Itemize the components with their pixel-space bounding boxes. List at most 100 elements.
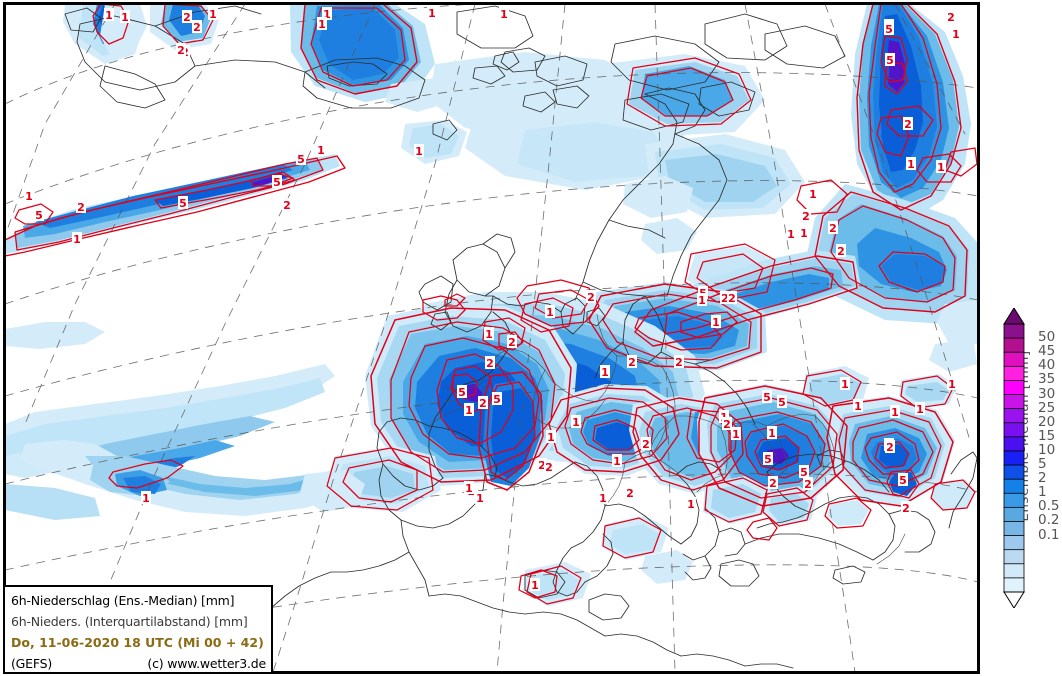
contour-label: 1	[787, 228, 795, 241]
colorbar-cell	[1003, 365, 1025, 382]
contour-label: 5	[886, 54, 894, 67]
contour-label-bg	[767, 426, 777, 439]
contour-label-bg	[853, 399, 863, 412]
contour-label-bg	[182, 10, 192, 23]
contour-label-bg	[612, 454, 622, 467]
contour-label: 2	[193, 21, 201, 34]
contour-label-bg	[906, 157, 916, 170]
contour-label: 1	[415, 145, 423, 158]
colorbar-cell	[1003, 563, 1025, 579]
colorbar-tick: 10	[1038, 441, 1056, 458]
contour-label-bg	[316, 143, 326, 156]
contour-label-bg	[711, 315, 721, 328]
colorbar-tick: 20	[1038, 413, 1056, 430]
contour-label: 1	[465, 482, 473, 495]
contour-label: 5	[899, 474, 907, 487]
contour-label-bg	[720, 291, 730, 304]
contour-label: 2	[829, 222, 837, 235]
contour-label: 1	[485, 328, 493, 341]
contour-label-bg	[727, 291, 737, 304]
contour-label-bg	[176, 43, 186, 56]
contour-label-bg	[768, 476, 778, 489]
contour-label: 1	[687, 498, 695, 511]
contour-label: 2	[728, 292, 736, 305]
colorbar-cell	[1003, 337, 1025, 354]
contour-label: 1	[732, 428, 740, 441]
colorbar-cell	[1003, 577, 1025, 593]
colorbar-cell	[1003, 394, 1025, 410]
contour-label: 5	[763, 391, 771, 404]
contour-label: 2	[902, 502, 910, 515]
contour-label: 1	[809, 188, 817, 201]
contour-label-bg	[947, 377, 957, 390]
contour-label-bg	[951, 27, 961, 40]
legend-line-median: 6h-Niederschlag (Ens.-Median) [mm]	[11, 593, 235, 608]
contour-label-bg	[571, 415, 581, 428]
contour-label-bg	[786, 227, 796, 240]
colorbar-cell	[1003, 464, 1025, 480]
contour-label: 5	[800, 466, 808, 479]
colorbar-tick: 25	[1038, 399, 1056, 416]
contour-label-bg	[208, 7, 218, 20]
colorbar-cell	[1003, 450, 1025, 466]
colorbar-cell	[1003, 422, 1025, 438]
lat-lon-grid	[5, 4, 978, 672]
contour-label: 1	[531, 579, 539, 592]
contour-label-bg	[627, 355, 637, 368]
contour-label-bg	[192, 20, 202, 33]
contour-label: 5	[458, 386, 466, 399]
contour-label-bg	[722, 417, 732, 430]
contour-label-bg	[731, 427, 741, 440]
contour-label-bg	[546, 430, 556, 443]
legend-line-model-source: (GEFS) (c) www.wetter3.de	[11, 653, 266, 674]
contour-label-bg	[322, 7, 332, 20]
colorbar-tick: 35	[1038, 371, 1056, 388]
contour-label: 2	[177, 44, 185, 57]
contour-label-bg	[104, 8, 114, 21]
contour-label-bg	[799, 226, 809, 239]
colorbar-tick: 0.5	[1038, 498, 1060, 515]
contour-label-bg	[34, 208, 44, 221]
contour-label: 2	[642, 438, 650, 451]
contour-label-bg	[801, 209, 811, 222]
contour-label-bg	[936, 160, 946, 173]
contour-label: 2	[886, 441, 894, 454]
contour-label: 2	[769, 477, 777, 490]
colorbar-tick: 40	[1038, 357, 1056, 374]
contour-label: 1	[317, 144, 325, 157]
contour-label: 1	[891, 406, 899, 419]
contour-label-bg	[120, 10, 130, 23]
contour-label-bg	[763, 452, 773, 465]
contour-label: 2	[587, 291, 595, 304]
colorbar-cell	[1003, 351, 1025, 368]
colorbar: Ensemble-Median [mm] 5045403530252015105…	[985, 300, 1062, 620]
contour-label-bg	[478, 396, 488, 409]
map-panel[interactable]: 1121211221115511115552215111212211252212…	[3, 2, 980, 674]
contour-label: 2	[628, 356, 636, 369]
colorbar-tick: 30	[1038, 385, 1056, 402]
contour-label-bg	[272, 175, 282, 188]
contour-label-bg	[464, 403, 474, 416]
contour-label: 2	[721, 292, 729, 305]
contour-label: 1	[952, 28, 960, 41]
contour-label-bg	[828, 221, 838, 234]
legend-copyright: (c) www.wetter3.de	[147, 656, 266, 671]
contour-label: 1	[323, 8, 331, 21]
colorbar-tick: 2	[1038, 470, 1047, 487]
contour-label: 1	[712, 316, 720, 329]
precipitation-map[interactable]: 1121211221115511115552215111212211252212…	[5, 4, 978, 672]
contour-label-bg	[697, 293, 707, 306]
contour-label: 2	[626, 487, 634, 500]
contour-label: 2	[545, 461, 553, 474]
contour-label-bg	[507, 335, 517, 348]
contour-label-bg	[76, 200, 86, 213]
colorbar-cell	[1003, 535, 1025, 551]
colorbar-cell	[1003, 492, 1025, 509]
colorbar-over-arrow	[1003, 308, 1025, 325]
colorbar-swatches	[1003, 308, 1025, 608]
colorbar-tick: 1	[1038, 484, 1047, 501]
contour-label-bg	[808, 187, 818, 200]
colorbar-tick: 0.1	[1038, 526, 1060, 543]
contour-label: 2	[486, 357, 494, 370]
contour-label-bg	[719, 410, 729, 423]
